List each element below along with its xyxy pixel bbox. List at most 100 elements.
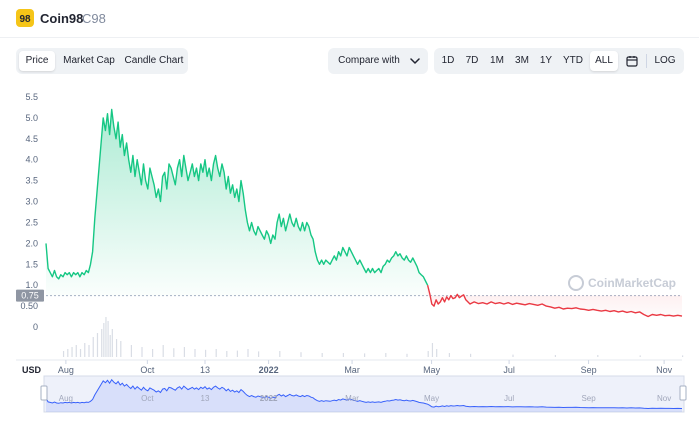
volume-bar: [236, 350, 238, 357]
volume-bar: [105, 317, 107, 357]
y-tick-label: 3.5: [25, 176, 38, 186]
price-area-down: [427, 285, 682, 317]
x-tick-label: Mar: [344, 365, 360, 375]
range-1y[interactable]: 1Y: [539, 55, 553, 66]
price-line-up: [45, 108, 429, 286]
chart-type-tabs: Price Market Cap Candle Chart: [16, 48, 188, 74]
navigator-handle-right[interactable]: [679, 385, 687, 401]
volume-bar: [427, 351, 429, 357]
volume-bar: [67, 349, 69, 357]
compare-with-dropdown[interactable]: Compare with: [328, 48, 428, 74]
volume-bar: [639, 355, 641, 357]
volume-bar: [103, 323, 105, 357]
x-tick-label: 2022: [259, 365, 279, 375]
volume-bar: [173, 348, 175, 357]
navigator-range[interactable]: [43, 375, 685, 413]
tab-candle-chart[interactable]: Candle Chart: [124, 55, 184, 66]
navigator-tick-label: Aug: [59, 394, 73, 403]
y-tick-label: 1.0: [25, 280, 38, 290]
y-tick-label: 0.50: [20, 301, 38, 311]
price-chart-area: 5.5 5.0 4.5 4.0 3.5 3.0 2.5 2.0 1.5 1.0 0.50 0 CoinM…: [0, 84, 699, 422]
volume-bar: [152, 349, 154, 357]
navigator-tick-label: 2022: [260, 394, 278, 403]
y-tick-label: 5.5: [25, 92, 38, 102]
range-3m[interactable]: 3M: [515, 55, 529, 66]
coin98-logo-icon: 98: [19, 14, 31, 25]
coin-symbol: C98: [82, 11, 106, 26]
volume-bar: [111, 329, 113, 357]
range-7d[interactable]: 7D: [465, 55, 479, 66]
x-tick-label: Jul: [503, 365, 515, 375]
volume-bar: [92, 337, 94, 357]
y-tick-label: 3.0: [25, 197, 38, 207]
calendar-icon: [626, 56, 638, 67]
y-tick-label: 5.0: [25, 113, 38, 123]
volume-bar: [71, 347, 73, 357]
volume-bar: [130, 345, 132, 357]
x-tick-label: Aug: [58, 365, 74, 375]
navigator-tick-label: Jul: [504, 394, 514, 403]
price-area-up: [46, 109, 428, 296]
range-1d[interactable]: 1D: [441, 55, 455, 66]
volume-bar: [279, 351, 281, 357]
date-picker-button[interactable]: [621, 51, 643, 71]
price-chart[interactable]: 5.5 5.0 4.5 4.0 3.5 3.0 2.5 2.0 1.5 1.0 0.50 0 CoinM…: [0, 84, 699, 422]
volume-bar: [120, 341, 122, 357]
toolbar-divider: [646, 54, 647, 68]
tab-price[interactable]: Price: [19, 51, 55, 71]
range-all[interactable]: ALL: [590, 51, 618, 71]
volume-bar: [88, 345, 90, 357]
range-1m[interactable]: 1M: [490, 55, 504, 66]
volume-bar: [62, 351, 65, 357]
volume-bar: [682, 355, 684, 357]
x-tick-label: 13: [200, 365, 210, 375]
volume-bar: [300, 352, 302, 357]
volume-bar: [436, 349, 438, 357]
volume-bar: [226, 351, 228, 357]
navigator-tick-label: May: [424, 394, 439, 403]
chevron-down-icon: [410, 58, 420, 64]
volume-bar: [194, 349, 196, 357]
volume-bar: [115, 339, 118, 357]
navigator-tick-label: Oct: [141, 394, 154, 403]
volume-bar: [342, 353, 344, 357]
volume-bar: [183, 347, 185, 357]
compare-with-label: Compare with: [338, 55, 400, 66]
range-ytd[interactable]: YTD: [563, 55, 583, 66]
x-tick-label: Sep: [581, 365, 597, 375]
volume-bar: [597, 355, 599, 357]
volume-bar: [406, 353, 408, 357]
volume-bar: [141, 347, 143, 357]
volume-bar: [109, 335, 111, 357]
x-tick-label: May: [423, 365, 441, 375]
volume-bar: [75, 345, 77, 357]
volume-bar: [101, 329, 103, 357]
navigator-handle-left[interactable]: [40, 385, 48, 401]
coin-logo: 98: [16, 9, 34, 27]
navigator-tick-label: Mar: [345, 394, 359, 403]
coin-header: 98 Coin98 C98: [0, 0, 699, 38]
volume-bar: [162, 345, 164, 357]
tab-market-cap[interactable]: Market Cap: [63, 55, 115, 66]
watermark-text: CoinMarketCap: [588, 276, 676, 290]
y-tick-label: 4.0: [25, 155, 38, 165]
price-line-down: [426, 285, 683, 318]
volume-bar: [84, 343, 86, 357]
volume-bar: [96, 333, 99, 357]
current-value-badge: [16, 289, 44, 302]
volume-bar: [321, 353, 323, 357]
volume-bar: [215, 349, 217, 357]
y-tick-label: 2.5: [25, 217, 38, 227]
x-tick-label: Nov: [656, 365, 673, 375]
volume-bar: [448, 353, 450, 357]
navigator-line: [45, 378, 683, 410]
navigator-tick-label: 13: [201, 394, 210, 403]
coin-name: Coin98: [40, 11, 84, 26]
currency-label: USD: [22, 365, 42, 375]
y-tick-label: 4.5: [25, 134, 38, 144]
volume-bar: [79, 349, 82, 357]
log-scale-toggle[interactable]: LOG: [654, 55, 676, 66]
y-tick-label: 2.0: [25, 238, 38, 248]
volume-bar: [512, 354, 514, 357]
x-tick-label: Oct: [140, 365, 155, 375]
